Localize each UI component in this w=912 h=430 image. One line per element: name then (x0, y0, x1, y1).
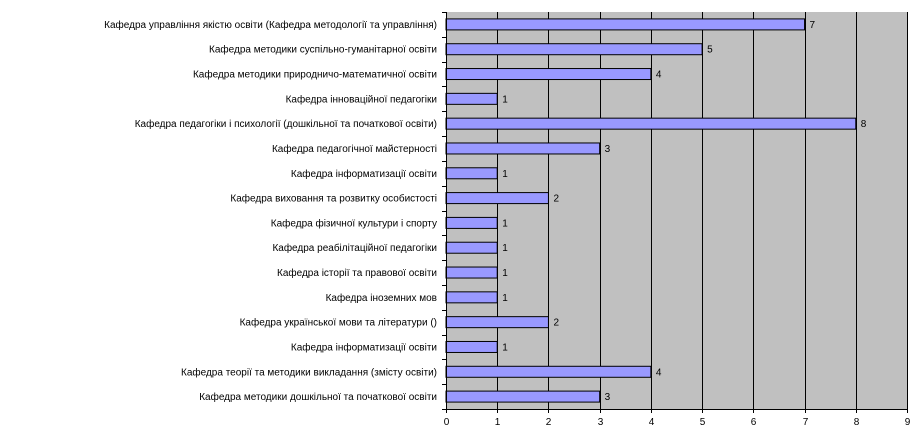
category-labels: Кафедра управління якістю освіти (Кафедр… (104, 19, 437, 403)
x-tick-label: 0 (444, 417, 450, 428)
data-label: 2 (553, 194, 559, 205)
axes (442, 12, 908, 413)
category-label: Кафедра педагогічної майстерності (272, 143, 437, 155)
category-label: Кафедра інноваційної педагогіки (286, 93, 437, 105)
bar (445, 216, 498, 229)
category-label: Кафедра історії та правової освіти (277, 267, 437, 279)
category-label: Кафедра педагогіки і психології (дошкіль… (135, 118, 437, 130)
bar (445, 365, 652, 378)
bar (445, 92, 498, 105)
bar (445, 340, 498, 353)
bar (445, 117, 857, 130)
category-label: Кафедра методики природничо-математичної… (193, 69, 437, 81)
data-label: 1 (502, 169, 508, 180)
x-tick-label: 9 (905, 417, 911, 428)
x-tick-label: 7 (803, 417, 809, 428)
category-label: Кафедра виховання та розвитку особистост… (230, 193, 437, 205)
category-label: Кафедра методики суспільно-гуманітарної … (209, 44, 437, 56)
category-label: Кафедра української мови та літератури (… (240, 317, 437, 329)
bar (445, 68, 652, 81)
category-label: Кафедра інформатизації освіти (291, 341, 437, 353)
bar (445, 167, 498, 180)
data-label: 8 (861, 119, 867, 130)
category-label: Кафедра теорії та методики викладання (з… (181, 366, 437, 378)
x-tick-label: 5 (700, 417, 706, 428)
category-label: Кафедра фізичної культури і спорту (271, 217, 437, 229)
category-label: Кафедра інформатизації освіти (291, 168, 437, 180)
x-tick-label: 8 (854, 417, 860, 428)
x-tick-label: 4 (649, 417, 655, 428)
bar (445, 266, 498, 279)
bar (445, 316, 549, 329)
x-tick-label: 3 (598, 417, 604, 428)
bar (445, 192, 549, 205)
x-tick-label: 2 (546, 417, 552, 428)
data-label: 5 (707, 45, 713, 56)
category-label: Кафедра іноземних мов (326, 292, 437, 304)
category-label: Кафедра методики дошкільної та початково… (199, 391, 437, 403)
data-label: 4 (656, 367, 662, 378)
bar (445, 241, 498, 254)
data-label: 1 (502, 342, 508, 353)
bar (445, 142, 601, 155)
data-label: 4 (656, 70, 662, 81)
bar (445, 291, 498, 304)
data-label: 3 (605, 144, 611, 155)
data-label: 2 (553, 318, 559, 329)
data-label: 1 (502, 268, 508, 279)
bar (445, 18, 806, 31)
x-tick-label: 6 (751, 417, 757, 428)
data-label: 1 (502, 218, 508, 229)
x-tick-label: 1 (495, 417, 501, 428)
category-label: Кафедра управління якістю освіти (Кафедр… (104, 19, 437, 31)
data-label: 3 (605, 392, 611, 403)
data-label: 1 (502, 94, 508, 105)
data-label: 1 (502, 293, 508, 304)
x-tick-labels: 0 1 2 3 4 5 6 7 8 9 (444, 417, 911, 428)
data-labels: 7 5 4 1 8 3 1 2 1 1 1 1 2 1 4 3 (502, 20, 867, 403)
data-label: 1 (502, 243, 508, 254)
category-label: Кафедра реабілітаційної педагогіки (272, 242, 437, 254)
bar (445, 43, 703, 56)
bar (445, 390, 601, 403)
data-label: 7 (810, 20, 816, 31)
